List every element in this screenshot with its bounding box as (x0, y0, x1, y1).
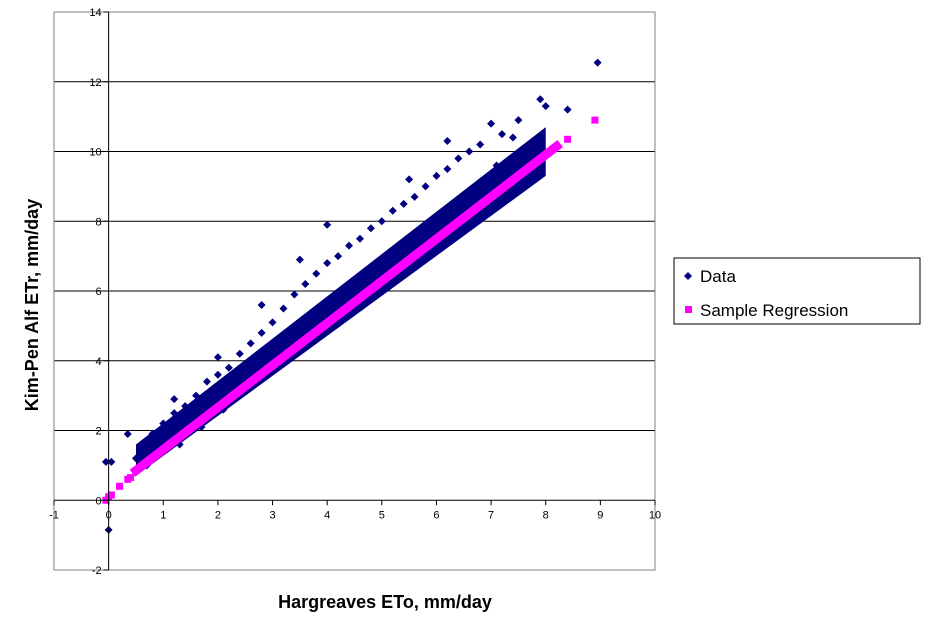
regression-line (129, 139, 563, 477)
data-point-9 (159, 419, 168, 428)
data-point-69 (487, 119, 496, 128)
data-point-86 (443, 137, 452, 146)
data-point-77 (530, 140, 539, 149)
y-axis-title: Kim-Pen Alf ETr, mm/day (22, 199, 42, 411)
x-tick-label-8: 8 (543, 509, 549, 521)
x-tick-label-10: 10 (649, 509, 661, 521)
y-tick-label-10: 10 (89, 147, 101, 159)
y-tick-label-2: 2 (96, 426, 102, 438)
data-point-35 (301, 280, 310, 289)
x-tick-label-1: 1 (160, 509, 166, 521)
x-tick-label-7: 7 (488, 509, 494, 521)
x-tick-label-2: 2 (215, 509, 221, 521)
x-tick-label-6: 6 (433, 509, 439, 521)
x-tick-label-4: 4 (324, 509, 330, 521)
regression-point-2 (107, 491, 115, 499)
data-point-79 (541, 102, 550, 111)
data-point-57 (421, 182, 430, 191)
legend: Data Sample Regression (673, 257, 921, 325)
y-tick-label-14: 14 (89, 7, 101, 19)
y-tick-label-12: 12 (89, 77, 101, 89)
data-point-61 (443, 164, 452, 173)
data-point-80 (563, 105, 572, 114)
x-tick-label-5: 5 (379, 509, 385, 521)
legend-marker-data (684, 272, 692, 280)
data-point-47 (366, 224, 375, 233)
data-point-4 (131, 454, 140, 463)
data-point-51 (388, 206, 397, 215)
legend-box (673, 257, 921, 325)
plot-border (53, 11, 656, 571)
data-point-17 (202, 377, 211, 386)
data-point-5 (137, 443, 146, 452)
data-point-43 (345, 241, 354, 250)
regression-point-6 (132, 467, 140, 475)
data-point-59 (432, 171, 441, 180)
legend-label-data: Data (700, 267, 736, 286)
legend-label-regression: Sample Regression (700, 301, 848, 320)
x-tick-label-9: 9 (597, 509, 603, 521)
data-point-56 (416, 238, 425, 247)
data-point-73 (508, 133, 517, 142)
y-tick-label-8: 8 (96, 216, 102, 228)
data-point-89 (170, 395, 179, 404)
data-point-1 (101, 457, 110, 466)
data-point-78 (536, 95, 545, 104)
regression-point-5 (126, 474, 134, 482)
data-point-65 (465, 147, 474, 156)
data-point-75 (519, 144, 528, 153)
regression-point-3 (116, 482, 124, 490)
data-point-67 (476, 140, 485, 149)
regression-point-7 (564, 135, 572, 143)
data-point-53 (399, 199, 408, 208)
data-point-7 (148, 429, 157, 438)
data-point-37 (312, 269, 321, 278)
data-point-84 (257, 300, 266, 309)
y-tick-label-6: 6 (96, 286, 102, 298)
data-point-81 (593, 58, 602, 67)
axes (53, 11, 656, 571)
data-point-3 (123, 429, 132, 438)
data-point-71 (498, 130, 507, 139)
regression-point-8 (591, 116, 599, 124)
legend-marker-regression (685, 306, 692, 313)
data-point-45 (355, 234, 364, 243)
x-tick-label-0: 0 (106, 509, 112, 521)
x-axis-title: Hargreaves ETo, mm/day (278, 592, 492, 612)
data-point-23 (235, 349, 244, 358)
data-point-87 (492, 161, 501, 170)
data-point-21 (224, 363, 233, 372)
data-point-82 (323, 220, 332, 229)
data-point-55 (410, 192, 419, 201)
x-tick-label--1: -1 (49, 509, 59, 521)
data-point-2 (107, 457, 116, 466)
x-tick-label-3: 3 (269, 509, 275, 521)
data-point-90 (213, 353, 222, 362)
data-point-54 (405, 248, 414, 257)
y-tick-label-4: 4 (96, 356, 102, 368)
x-tick-labels: -1 0 1 2 3 4 5 6 7 8 9 10 (49, 509, 661, 521)
y-tick-labels: -2 0 2 4 6 8 10 12 14 (89, 7, 101, 577)
data-point-11 (170, 409, 179, 418)
data-point-19 (213, 370, 222, 379)
data-point-33 (290, 290, 299, 299)
data-point-27 (257, 328, 266, 337)
data-point-85 (405, 175, 414, 184)
data-point-63 (454, 154, 463, 163)
data-point-41 (334, 252, 343, 261)
data-point-88 (514, 116, 523, 125)
data-point-13 (181, 402, 190, 411)
y-tick-label-0: 0 (96, 495, 102, 507)
y-tick-label--2: -2 (92, 565, 102, 577)
data-point-31 (279, 304, 288, 313)
data-point-15 (192, 391, 201, 400)
data-point-25 (246, 339, 255, 348)
data-point-49 (377, 217, 386, 226)
data-point-83 (295, 255, 304, 264)
data-point-39 (323, 259, 332, 268)
data-point-29 (268, 318, 277, 327)
